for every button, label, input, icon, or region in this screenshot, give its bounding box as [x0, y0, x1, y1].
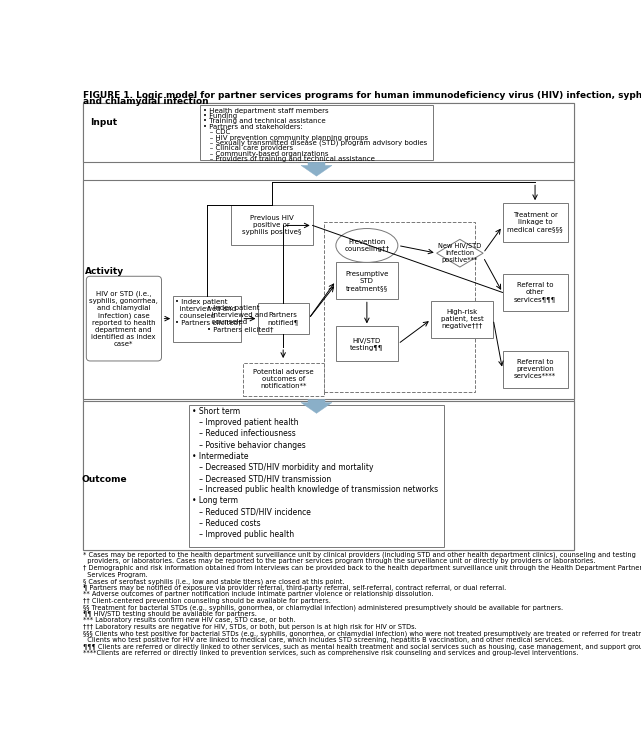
Text: Referral to
other
services¶¶¶: Referral to other services¶¶¶: [514, 282, 556, 302]
Text: §§§ Clients who test positive for bacterial STDs (e.g., syphilis, gonorrhea, or : §§§ Clients who test positive for bacter…: [83, 631, 641, 637]
Text: – Reduced infectiousness: – Reduced infectiousness: [192, 429, 296, 438]
Text: ¶ Partners may be notified of exposure via provider referral, third-party referr: ¶ Partners may be notified of exposure v…: [83, 585, 506, 591]
FancyBboxPatch shape: [258, 303, 309, 334]
FancyBboxPatch shape: [83, 401, 574, 550]
Text: Previous HIV
positive or
syphilis positive§: Previous HIV positive or syphilis positi…: [242, 215, 301, 236]
Text: Outcome: Outcome: [81, 475, 127, 484]
Text: Treatment or
linkage to
medical care§§§: Treatment or linkage to medical care§§§: [507, 212, 563, 233]
Text: Presumptive
STD
treatment§§: Presumptive STD treatment§§: [345, 271, 388, 291]
Text: • Training and technical assistance: • Training and technical assistance: [203, 118, 326, 124]
Text: – Clinical care providers: – Clinical care providers: [203, 146, 294, 152]
FancyBboxPatch shape: [503, 203, 569, 241]
Text: Referral to
prevention
services****: Referral to prevention services****: [514, 360, 556, 380]
Text: ¶¶¶ Clients are referred or directly linked to other services, such as mental he: ¶¶¶ Clients are referred or directly lin…: [83, 643, 641, 649]
Text: • Health department staff members: • Health department staff members: [203, 108, 329, 114]
Text: Potential adverse
outcomes of
notification**: Potential adverse outcomes of notificati…: [253, 369, 313, 389]
Text: FIGURE 1. Logic model for partner services programs for human immunodeficiency v: FIGURE 1. Logic model for partner servic…: [83, 91, 641, 100]
FancyBboxPatch shape: [188, 405, 444, 548]
Text: – Positive behavior changes: – Positive behavior changes: [192, 441, 306, 450]
Text: and chlamydial infection: and chlamydial infection: [83, 97, 209, 106]
Text: • Intermediate: • Intermediate: [192, 452, 249, 461]
Text: * Cases may be reported to the health department surveillance unit by clinical p: * Cases may be reported to the health de…: [83, 552, 636, 559]
Text: – Decreased STD/HIV transmission: – Decreased STD/HIV transmission: [192, 474, 332, 483]
Text: providers, or laboratories. Cases may be reported to the partner services progra: providers, or laboratories. Cases may be…: [83, 559, 595, 565]
Ellipse shape: [336, 229, 398, 262]
Text: – Improved public health: – Improved public health: [192, 530, 295, 539]
FancyBboxPatch shape: [324, 222, 476, 392]
Text: ¶¶ HIV/STD testing should be available for partners.: ¶¶ HIV/STD testing should be available f…: [83, 611, 257, 617]
Text: • Funding: • Funding: [203, 113, 237, 119]
Text: †† Client-centered prevention counseling should be available for partners.: †† Client-centered prevention counseling…: [83, 598, 331, 604]
FancyBboxPatch shape: [200, 106, 433, 160]
Text: High-risk
patient, test
negative†††: High-risk patient, test negative†††: [441, 309, 483, 329]
Text: – Reduced STD/HIV incidence: – Reduced STD/HIV incidence: [192, 507, 312, 516]
Text: HIV or STD (i.e.,
syphilis, gonorrhea,
and chlamydial
infection) case
reported t: HIV or STD (i.e., syphilis, gonorrhea, a…: [89, 291, 158, 347]
Text: New HIV/STD
infection
positive***: New HIV/STD infection positive***: [438, 243, 481, 263]
Text: – CDC: – CDC: [203, 129, 231, 135]
Text: Activity: Activity: [85, 267, 124, 276]
FancyBboxPatch shape: [231, 205, 313, 245]
Text: Input: Input: [90, 118, 118, 127]
Text: Clients who test positive for HIV are linked to medical care, which includes STD: Clients who test positive for HIV are li…: [83, 637, 564, 643]
FancyBboxPatch shape: [503, 351, 569, 388]
Text: • Index patient
  interviewed and
  counseled
• Partners elicited†: • Index patient interviewed and counsele…: [175, 299, 241, 325]
FancyBboxPatch shape: [87, 473, 122, 486]
FancyBboxPatch shape: [83, 180, 574, 400]
FancyBboxPatch shape: [243, 363, 324, 395]
Text: – Increased public health knowledge of transmission networks: – Increased public health knowledge of t…: [192, 485, 438, 494]
Text: Services Program.: Services Program.: [83, 571, 148, 577]
Text: Partners
notified¶: Partners notified¶: [267, 312, 299, 325]
Polygon shape: [301, 400, 332, 413]
Text: ****Clients are referred or directly linked to prevention services, such as comp: ****Clients are referred or directly lin…: [83, 650, 579, 656]
Text: † Demographic and risk information obtained from interviews can be provided back: † Demographic and risk information obtai…: [83, 565, 641, 571]
Text: ††† Laboratory results are negative for HIV, STDs, or both, but person is at hig: ††† Laboratory results are negative for …: [83, 624, 417, 630]
Text: • Index patient
  interviewed and
  counseled
• Partners elicited†: • Index patient interviewed and counsele…: [207, 305, 274, 332]
FancyBboxPatch shape: [336, 262, 398, 299]
Text: §§ Treatment for bacterial STDs (e.g., syphilis, gonorrhea, or chlamydial infect: §§ Treatment for bacterial STDs (e.g., s…: [83, 604, 563, 611]
FancyBboxPatch shape: [83, 103, 574, 550]
Text: – Decreased STD/HIV morbidity and mortality: – Decreased STD/HIV morbidity and mortal…: [192, 463, 374, 472]
Text: • Long term: • Long term: [192, 496, 238, 505]
FancyBboxPatch shape: [87, 116, 122, 129]
Polygon shape: [301, 162, 332, 176]
Text: ** Adverse outcomes of partner notification include intimate partner violence or: ** Adverse outcomes of partner notificat…: [83, 591, 434, 597]
FancyBboxPatch shape: [431, 301, 493, 338]
FancyBboxPatch shape: [83, 103, 574, 162]
Text: Prevention
counseling††: Prevention counseling††: [344, 239, 390, 252]
FancyBboxPatch shape: [87, 276, 162, 361]
Text: • Partners and stakeholders:: • Partners and stakeholders:: [203, 124, 303, 130]
Text: – Sexually transmitted disease (STD) program advisory bodies: – Sexually transmitted disease (STD) pro…: [203, 140, 428, 146]
Text: – Providers of training and technical assistance: – Providers of training and technical as…: [203, 156, 375, 162]
Polygon shape: [437, 239, 483, 267]
FancyBboxPatch shape: [503, 274, 569, 311]
Text: – Reduced costs: – Reduced costs: [192, 519, 261, 528]
FancyBboxPatch shape: [173, 296, 241, 342]
Text: § Cases of serofast syphilis (i.e., low and stable titers) are closed at this po: § Cases of serofast syphilis (i.e., low …: [83, 578, 345, 585]
Text: HIV/STD
testing¶¶: HIV/STD testing¶¶: [350, 337, 383, 351]
Text: – Improved patient health: – Improved patient health: [192, 418, 299, 427]
FancyBboxPatch shape: [336, 326, 398, 361]
Text: – Community-based organizations: – Community-based organizations: [203, 151, 329, 157]
Text: • Short term: • Short term: [192, 407, 240, 416]
Text: – HIV prevention community planning groups: – HIV prevention community planning grou…: [203, 134, 369, 140]
Text: *** Laboratory results confirm new HIV case, STD case, or both.: *** Laboratory results confirm new HIV c…: [83, 617, 296, 623]
FancyBboxPatch shape: [87, 265, 122, 278]
